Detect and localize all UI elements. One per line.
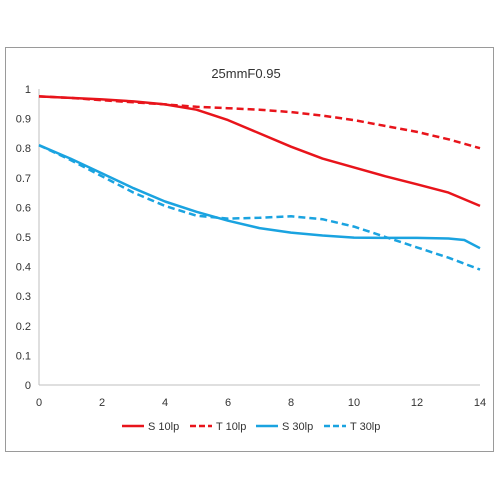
x-tick-label: 8	[288, 397, 294, 409]
series-line-t-30lp	[38, 144, 481, 271]
legend-label: T 30lp	[350, 421, 380, 433]
y-tick-label: 0.9	[16, 114, 31, 126]
legend-label: T 10lp	[216, 421, 246, 433]
y-tick-label: 0.5	[16, 232, 31, 244]
chart-title: 25mmF0.95	[211, 66, 280, 81]
y-tick-label: 0	[25, 380, 31, 392]
legend: S 10lp T 10lp S 30lp T 30lp	[122, 421, 380, 433]
y-tick-label: 0.8	[16, 143, 31, 155]
chart-frame: 25mmF0.95 0 0.1 0.2 0.3 0.4 0.5 0.6 0.7 0.8 0.9 1 …	[5, 47, 494, 452]
mtf-chart: 25mmF0.95 00.10.20.30.40.50.60.70.80.91 …	[16, 66, 486, 433]
legend-label: S 10lp	[148, 421, 179, 433]
series-line-t-10lp	[38, 95, 481, 150]
y-tick-label: 0.6	[16, 202, 31, 214]
x-axis-ticks: 0 2 4 6 8 10 12 14	[36, 397, 486, 409]
series-layer	[38, 95, 481, 271]
x-tick-label: 14	[474, 397, 486, 409]
x-tick-label: 6	[225, 397, 231, 409]
y-tick-label: 1	[25, 84, 31, 96]
y-tick-label: 0.2	[16, 321, 31, 333]
series-line-s-30lp	[38, 144, 481, 250]
x-tick-label: 4	[162, 397, 168, 409]
x-tick-label: 2	[99, 397, 105, 409]
x-tick-label: 10	[348, 397, 360, 409]
x-tick-label: 0	[36, 397, 42, 409]
y-tick-label: 0.1	[16, 350, 31, 362]
y-tick-label: 0.4	[16, 262, 31, 274]
x-tick-label: 12	[411, 397, 423, 409]
y-tick-label: 0.7	[16, 173, 31, 185]
series-line-s-10lp	[38, 95, 481, 208]
y-tick-label: 0.3	[16, 291, 31, 303]
y-axis-ticks: 0 0.1 0.2 0.3 0.4 0.5 0.6 0.7 0.8 0.9 1	[16, 84, 31, 392]
legend-label: S 30lp	[282, 421, 313, 433]
